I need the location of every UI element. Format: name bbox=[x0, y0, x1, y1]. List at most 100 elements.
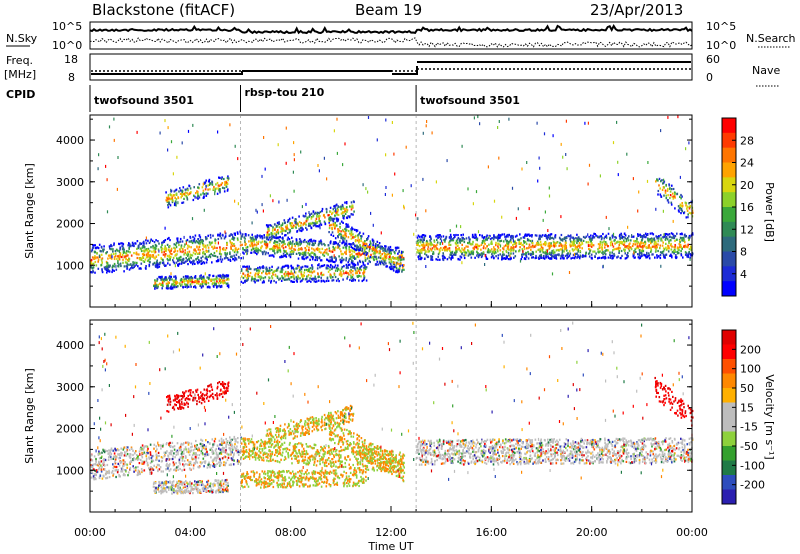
heatmap-cell bbox=[134, 261, 136, 264]
heatmap-cell bbox=[103, 245, 105, 248]
heatmap-cell bbox=[587, 252, 590, 255]
heatmap-cell bbox=[198, 251, 201, 254]
heatmap-cell bbox=[335, 259, 337, 262]
heatmap-cell bbox=[430, 248, 433, 251]
heatmap-cell bbox=[590, 240, 592, 243]
heatmap-cell bbox=[258, 249, 260, 252]
heatmap-cell bbox=[193, 239, 195, 242]
heatmap-cell bbox=[170, 140, 173, 144]
heatmap-cell bbox=[356, 252, 359, 255]
heatmap-cell bbox=[205, 255, 207, 258]
heatmap-cell bbox=[383, 256, 386, 259]
heatmap-cell bbox=[159, 282, 161, 285]
heatmap-cell bbox=[422, 234, 425, 237]
heatmap-cell bbox=[369, 246, 371, 249]
heatmap-cell bbox=[143, 260, 146, 263]
heatmap-cell bbox=[688, 207, 691, 210]
heatmap-cell bbox=[204, 181, 207, 184]
heatmap-cell bbox=[299, 280, 302, 283]
heatmap-cell bbox=[331, 266, 334, 269]
heatmap-cell bbox=[125, 258, 127, 261]
heatmap-cell bbox=[113, 269, 115, 272]
heatmap-cell bbox=[320, 242, 322, 245]
heatmap-cell bbox=[224, 251, 226, 255]
heatmap-cell bbox=[345, 235, 347, 238]
heatmap-cell bbox=[174, 202, 176, 205]
heatmap-cell bbox=[171, 199, 174, 202]
heatmap-cell bbox=[234, 249, 236, 252]
heatmap-cell bbox=[600, 241, 602, 244]
heatmap-cell bbox=[619, 256, 622, 260]
heatmap-cell bbox=[356, 275, 359, 278]
heatmap-cell bbox=[560, 142, 562, 146]
heatmap-cell bbox=[149, 451, 152, 454]
heatmap-cell bbox=[201, 276, 204, 279]
heatmap-cell bbox=[203, 262, 206, 265]
heatmap-cell bbox=[556, 253, 559, 256]
heatmap-cell bbox=[193, 194, 195, 197]
heatmap-cell bbox=[179, 240, 182, 243]
heatmap-cell bbox=[262, 251, 264, 254]
heatmap-cell bbox=[601, 236, 603, 239]
heatmap-cell bbox=[360, 253, 363, 256]
heatmap-cell bbox=[118, 255, 121, 258]
heatmap-cell bbox=[354, 244, 356, 247]
heatmap-cell bbox=[524, 253, 527, 256]
heatmap-cell bbox=[127, 259, 129, 262]
heatmap-cell bbox=[371, 239, 374, 242]
heatmap-cell bbox=[273, 245, 275, 248]
heatmap-cell bbox=[549, 251, 551, 254]
heatmap-cell bbox=[251, 275, 253, 279]
heatmap-cell bbox=[242, 248, 244, 251]
heatmap-cell bbox=[653, 240, 655, 243]
heatmap-cell bbox=[483, 236, 486, 239]
heatmap-cell bbox=[170, 272, 172, 276]
heatmap-cell bbox=[316, 248, 318, 251]
heatmap-cell bbox=[230, 233, 232, 236]
heatmap-cell bbox=[278, 244, 281, 247]
heatmap-cell bbox=[356, 255, 359, 258]
heatmap-cell bbox=[184, 191, 187, 194]
heatmap-cell bbox=[680, 197, 682, 200]
heatmap-cell bbox=[351, 265, 354, 269]
heatmap-cell bbox=[593, 250, 596, 253]
heatmap-cell bbox=[271, 275, 273, 278]
heatmap-cell bbox=[240, 268, 243, 271]
heatmap-cell bbox=[207, 234, 209, 237]
heatmap-cell bbox=[92, 262, 95, 265]
heatmap-cell bbox=[271, 254, 274, 257]
heatmap-cell bbox=[542, 218, 544, 222]
heatmap-cell bbox=[655, 244, 658, 247]
heatmap-cell bbox=[364, 246, 366, 249]
heatmap-cell bbox=[94, 244, 96, 247]
heatmap-cell bbox=[284, 275, 286, 278]
heatmap-cell bbox=[106, 178, 108, 182]
heatmap-cell bbox=[535, 234, 538, 237]
heatmap-cell bbox=[574, 252, 577, 255]
heatmap-cell bbox=[365, 253, 368, 256]
heatmap-cell bbox=[648, 257, 651, 260]
heatmap-cell bbox=[97, 247, 100, 250]
heatmap-cell bbox=[333, 225, 336, 228]
heatmap-cell bbox=[356, 267, 359, 270]
heatmap-cell bbox=[448, 256, 451, 259]
heatmap-cell bbox=[450, 257, 452, 260]
heatmap-cell bbox=[626, 254, 628, 257]
heatmap-cell bbox=[297, 257, 300, 260]
heatmap-cell bbox=[211, 241, 214, 244]
heatmap-cell bbox=[442, 257, 444, 260]
heatmap-cell bbox=[180, 196, 182, 199]
heatmap-cell bbox=[108, 449, 110, 452]
heatmap-cell bbox=[102, 462, 104, 465]
heatmap-cell bbox=[125, 463, 127, 466]
heatmap-cell bbox=[367, 116, 370, 119]
heatmap-cell bbox=[118, 263, 120, 266]
heatmap-cell bbox=[217, 274, 220, 277]
heatmap-cell bbox=[532, 246, 534, 249]
heatmap-cell bbox=[541, 234, 544, 237]
heatmap-cell bbox=[579, 250, 581, 253]
heatmap-cell bbox=[632, 177, 634, 181]
heatmap-cell bbox=[227, 278, 230, 281]
heatmap-cell bbox=[328, 214, 331, 217]
